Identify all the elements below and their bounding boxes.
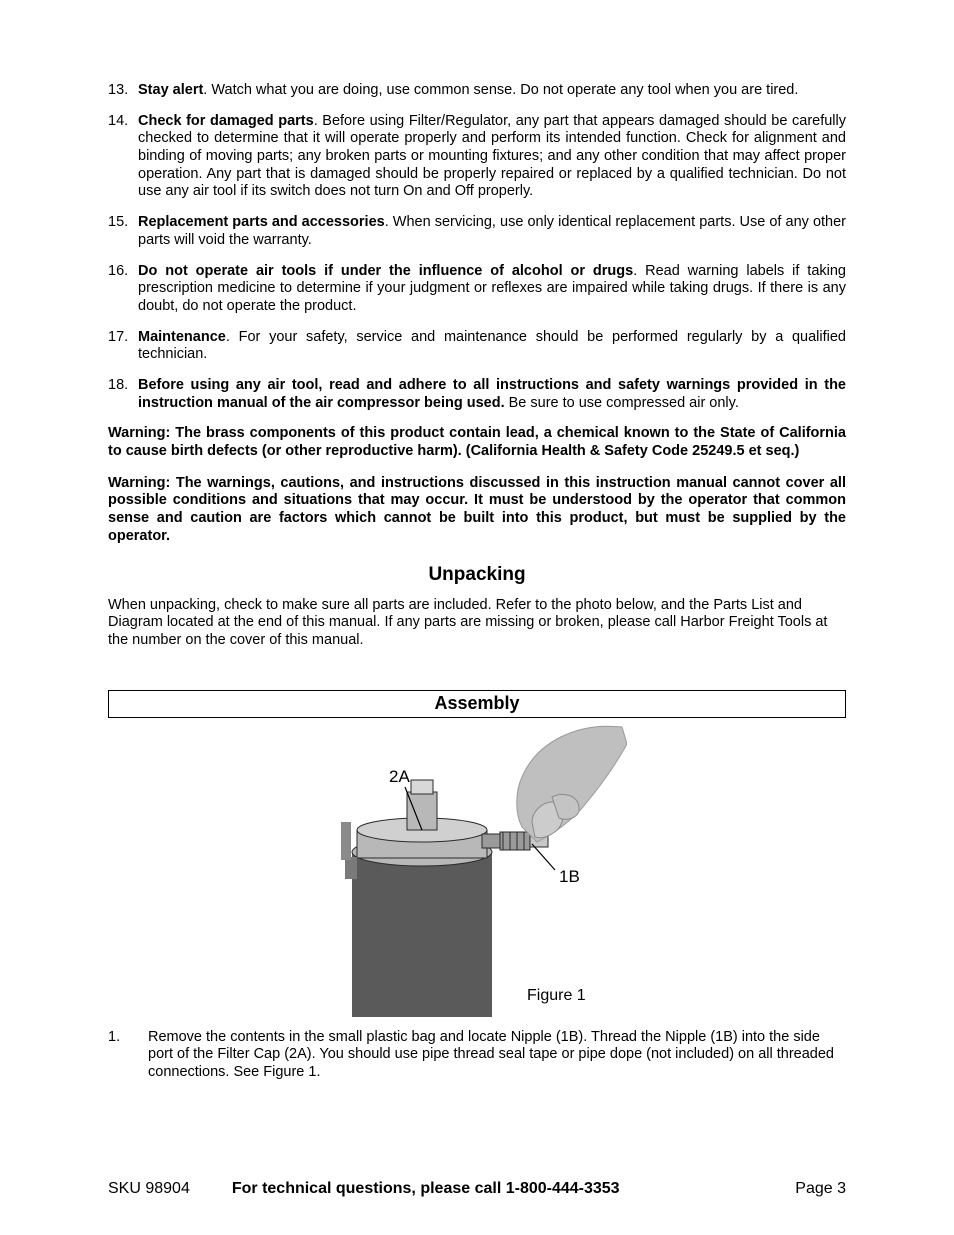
item-body: Do not operate air tools if under the in… bbox=[138, 263, 846, 316]
figure-1: 2A 1B Figure 1 bbox=[327, 722, 627, 1017]
footer-page: Page 3 bbox=[795, 1179, 846, 1199]
item-lead: Before using any air tool, read and adhe… bbox=[138, 377, 846, 411]
item-number: 18. bbox=[108, 377, 138, 412]
step-number: 1. bbox=[108, 1029, 148, 1082]
warning-lead: Warning: The brass components of this pr… bbox=[108, 425, 846, 460]
item-number: 16. bbox=[108, 263, 138, 316]
footer-sku: SKU 98904 bbox=[108, 1179, 190, 1199]
item-number: 15. bbox=[108, 214, 138, 249]
item-body: Stay alert. Watch what you are doing, us… bbox=[138, 82, 846, 100]
item-body: Before using any air tool, read and adhe… bbox=[138, 377, 846, 412]
item-lead: Check for damaged parts bbox=[138, 113, 314, 129]
safety-item: 16.Do not operate air tools if under the… bbox=[108, 263, 846, 316]
item-lead: Stay alert bbox=[138, 82, 203, 98]
assembly-step: 1.Remove the contents in the small plast… bbox=[108, 1029, 846, 1082]
item-lead: Replacement parts and accessories bbox=[138, 214, 385, 230]
item-number: 13. bbox=[108, 82, 138, 100]
item-number: 17. bbox=[108, 329, 138, 364]
safety-item: 13.Stay alert. Watch what you are doing,… bbox=[108, 82, 846, 100]
svg-text:1B: 1B bbox=[559, 867, 580, 886]
item-number: 14. bbox=[108, 113, 138, 201]
assembly-heading: Assembly bbox=[108, 690, 846, 718]
item-body: Maintenance. For your safety, service an… bbox=[138, 329, 846, 364]
step-text: Remove the contents in the small plastic… bbox=[148, 1029, 846, 1082]
unpacking-text: When unpacking, check to make sure all p… bbox=[108, 597, 846, 650]
safety-item: 18.Before using any air tool, read and a… bbox=[108, 377, 846, 412]
item-body: Check for damaged parts. Before using Fi… bbox=[138, 113, 846, 201]
item-body: Replacement parts and accessories. When … bbox=[138, 214, 846, 249]
warning-scope: Warning: The warnings, cautions, and ins… bbox=[108, 475, 846, 546]
unpacking-heading: Unpacking bbox=[108, 563, 846, 586]
svg-text:2A: 2A bbox=[389, 767, 410, 786]
svg-text:Figure 1: Figure 1 bbox=[527, 987, 586, 1004]
item-lead: Do not operate air tools if under the in… bbox=[138, 263, 633, 279]
item-lead: Maintenance bbox=[138, 329, 226, 345]
footer-help: For technical questions, please call 1-8… bbox=[232, 1179, 795, 1199]
safety-item: 17.Maintenance. For your safety, service… bbox=[108, 329, 846, 364]
safety-item: 14.Check for damaged parts. Before using… bbox=[108, 113, 846, 201]
page-footer: SKU 98904 For technical questions, pleas… bbox=[108, 1179, 846, 1199]
assembly-steps: 1.Remove the contents in the small plast… bbox=[108, 1029, 846, 1082]
safety-item: 15.Replacement parts and accessories. Wh… bbox=[108, 214, 846, 249]
safety-list: 13.Stay alert. Watch what you are doing,… bbox=[108, 82, 846, 412]
